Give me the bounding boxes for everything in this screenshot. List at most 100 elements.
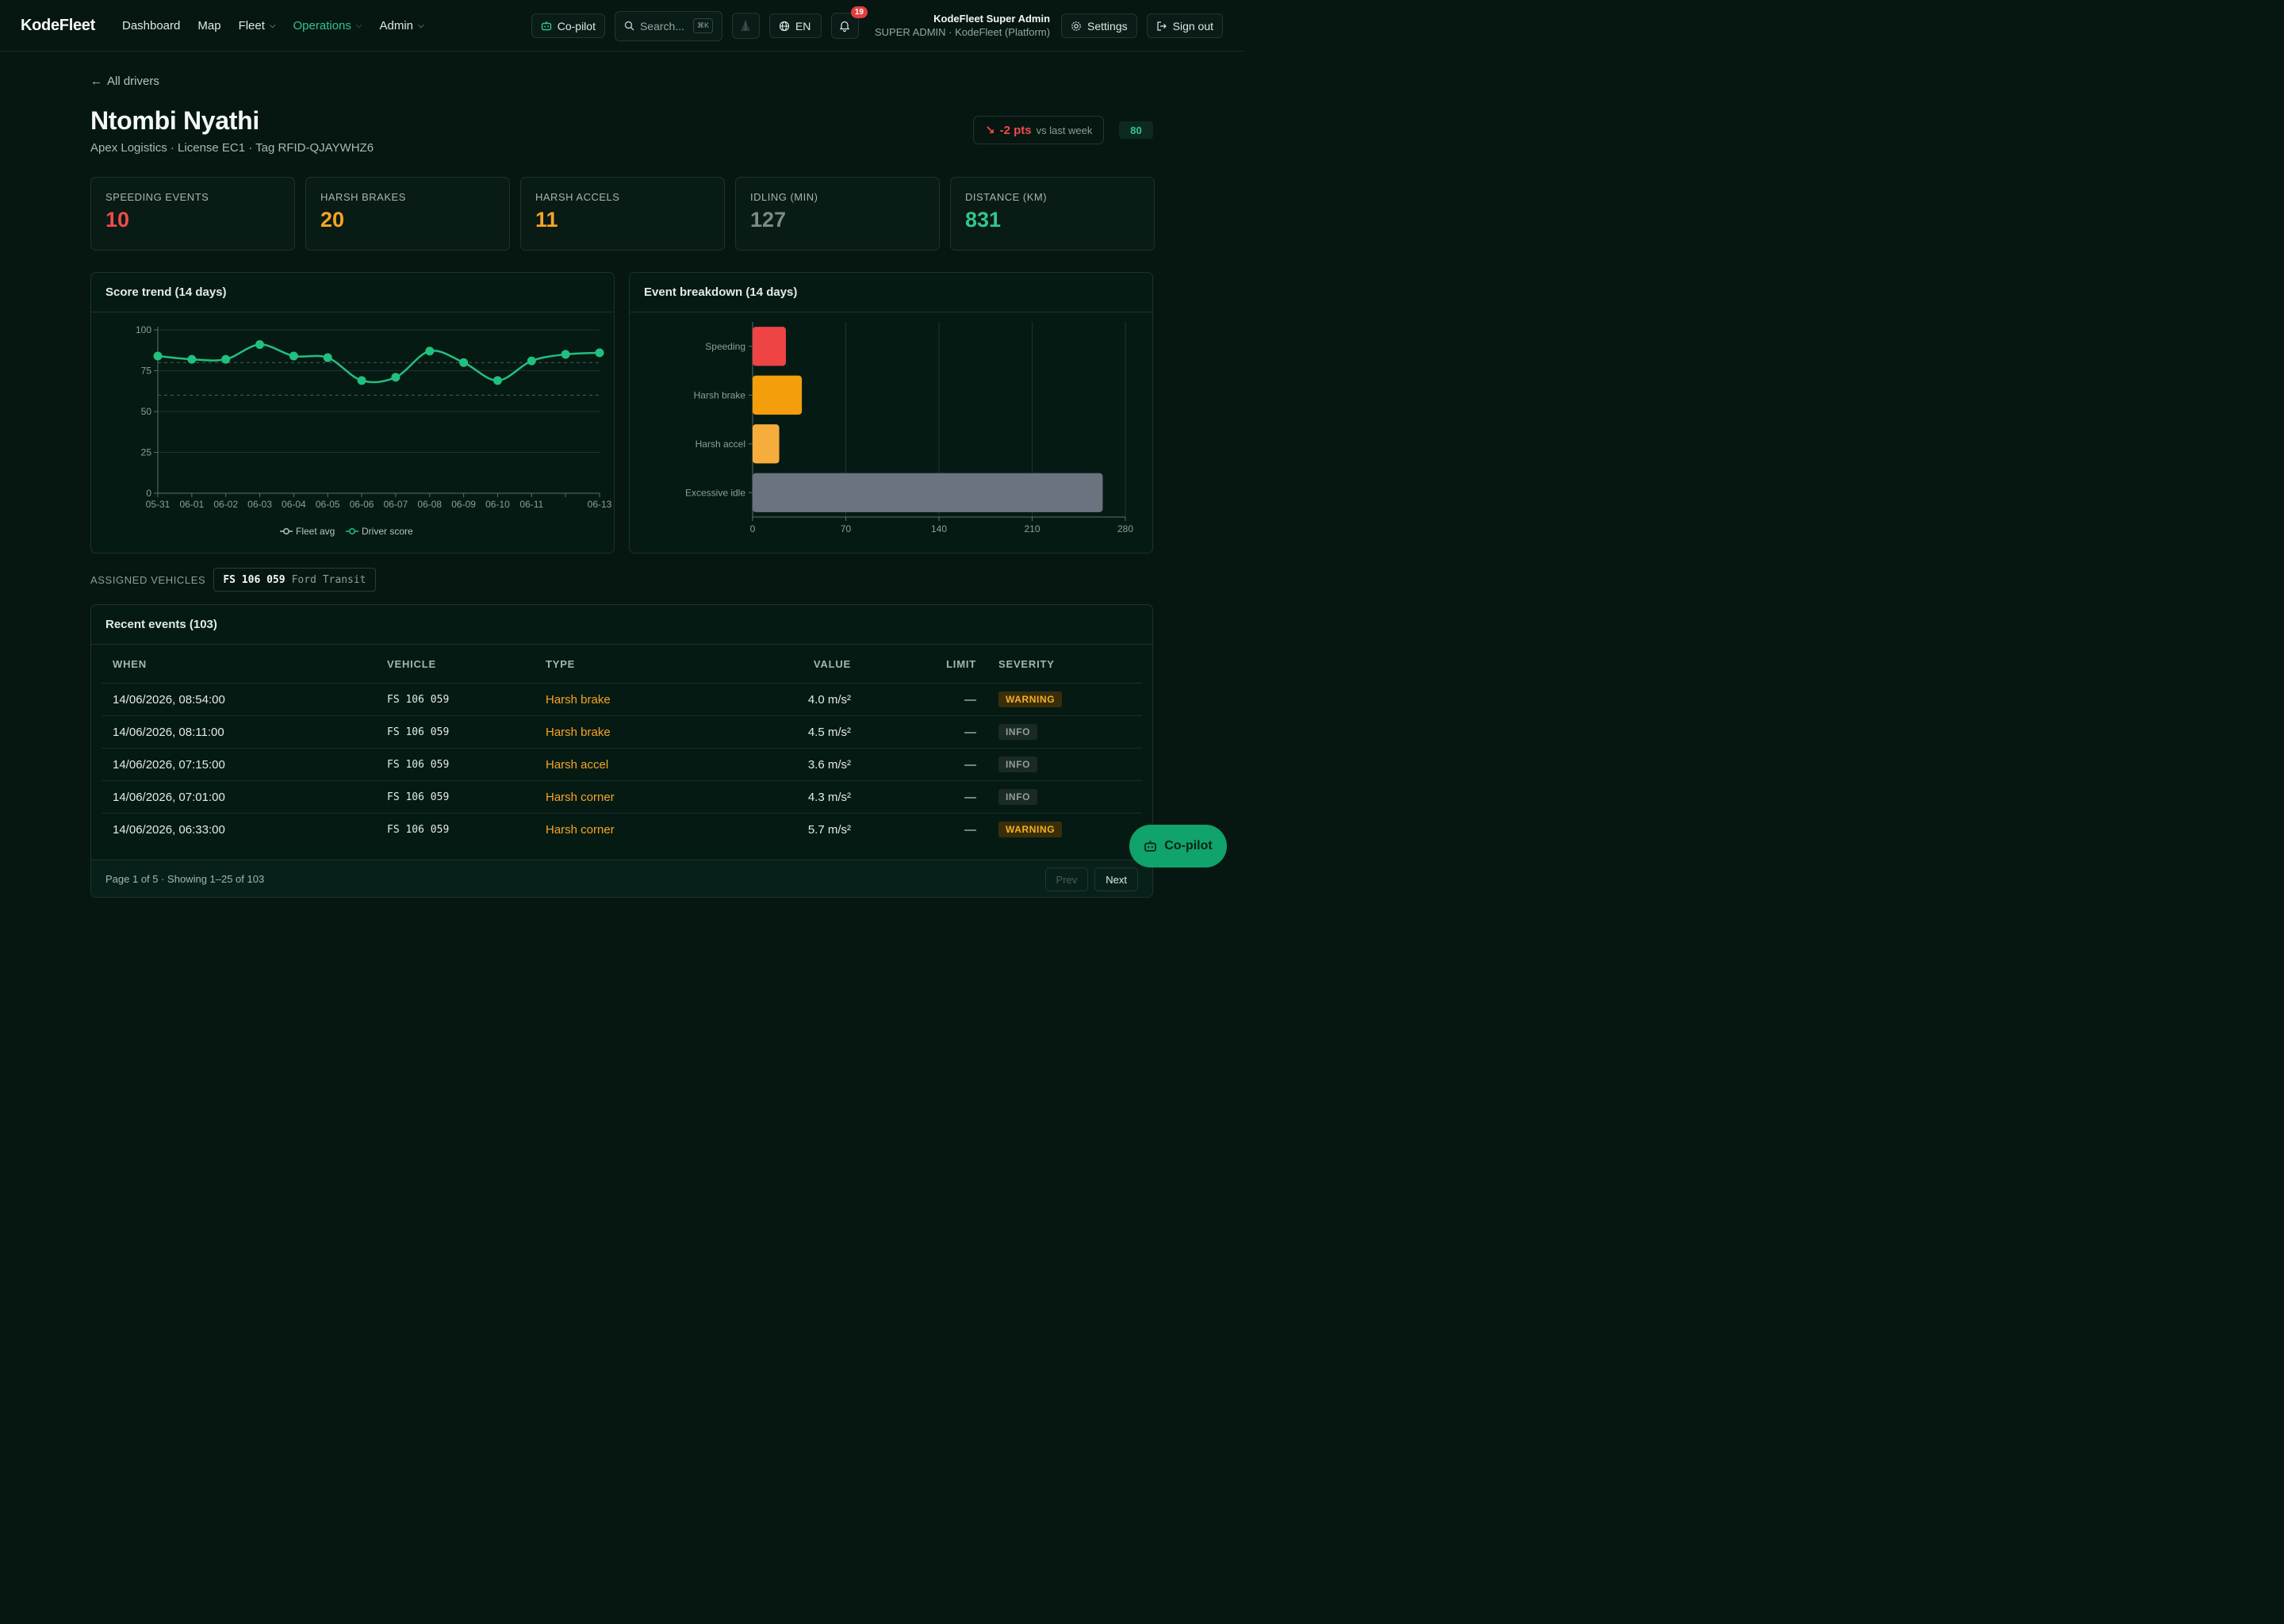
table-row[interactable]: 14/06/2026, 08:54:00 FS 106 059 Harsh br… (102, 683, 1142, 716)
x-tick-label: 06-03 (247, 499, 272, 510)
event-severity: WARNING (987, 813, 1142, 845)
y-tick-label: 75 (141, 366, 152, 377)
brand-logo[interactable]: KodeFleet (21, 16, 95, 34)
driver-score-point (425, 347, 435, 356)
notification-count-badge: 19 (850, 6, 868, 18)
driver-score-point (187, 354, 197, 364)
stat-card-harsh-accels: HARSH ACCELS 11 (520, 177, 725, 251)
notifications-button[interactable]: 19 (830, 6, 868, 39)
table-row[interactable]: 14/06/2026, 07:15:00 FS 106 059 Harsh ac… (102, 748, 1142, 781)
nav-item-map[interactable]: Map (197, 19, 220, 33)
x-tick-label: 06-13 (588, 499, 612, 510)
x-tick-label: 06-06 (350, 499, 374, 510)
vehicle-model: Ford Transit (291, 573, 366, 586)
event-vehicle: FS 106 059 (376, 780, 535, 814)
copilot-label: Co-pilot (557, 19, 596, 33)
driver-score-point (255, 340, 265, 350)
y-tick-label: Excessive idle (685, 487, 745, 498)
bell-icon (840, 21, 850, 32)
x-tick-label: 05-31 (146, 499, 171, 510)
driver-score-point (492, 376, 502, 385)
nav-item-fleet[interactable]: Fleet ⌵ (239, 19, 276, 33)
stat-card-harsh-brakes: HARSH BRAKES 20 (305, 177, 510, 251)
language-button[interactable]: EN (768, 13, 822, 38)
copilot-button[interactable]: Co-pilot (531, 13, 605, 38)
assigned-vehicles-label: ASSIGNED VEHICLES (90, 573, 206, 586)
bar-harsh-accel (753, 424, 780, 464)
column-header-type[interactable]: TYPE (546, 657, 576, 670)
copilot-fab-label: Co-pilot (1164, 839, 1213, 852)
bar-speeding (753, 327, 786, 366)
event-value: 3.6 m/s² (701, 748, 862, 781)
sign-out-button[interactable]: Sign out (1146, 13, 1223, 38)
event-when: 14/06/2026, 07:15:00 (102, 748, 376, 781)
sign-out-icon (1157, 21, 1167, 31)
event-breakdown-title: Event breakdown (14 days) (630, 273, 1152, 312)
bar-harsh-brake (753, 375, 803, 415)
event-type: Harsh accel (535, 748, 701, 781)
nav-label: Dashboard (121, 18, 181, 33)
driver-score-point (289, 351, 298, 361)
event-limit: — (862, 748, 987, 781)
trend-suffix: vs last week (1036, 124, 1093, 136)
event-when: 14/06/2026, 08:11:00 (102, 715, 376, 749)
driver-score-point (357, 376, 366, 385)
nav-item-dashboard[interactable]: Dashboard (122, 19, 180, 33)
page-title: Ntombi Nyathi (90, 106, 259, 135)
vehicle-chip[interactable]: FS 106 059 Ford Transit (213, 568, 376, 592)
column-header-value[interactable]: VALUE (813, 657, 851, 670)
assigned-vehicles: ASSIGNED VEHICLES FS 106 059 Ford Transi… (90, 568, 376, 592)
x-tick-label: 06-08 (417, 499, 442, 510)
nav-item-operations[interactable]: Operations ⌵ (293, 19, 362, 33)
driver-score-badge: 80 (1119, 121, 1153, 139)
column-header-limit[interactable]: LIMIT (946, 657, 976, 670)
event-vehicle: FS 106 059 (376, 715, 535, 749)
stat-label: DISTANCE (KM) (965, 191, 1048, 203)
score-trend-chart: 0 25 50 75 100 05-31 06-01 06-02 06-03 06-04 06-05… (136, 324, 612, 537)
search-input[interactable]: Search... ⌘K (614, 10, 722, 41)
table-row[interactable]: 14/06/2026, 06:33:00 FS 106 059 Harsh co… (102, 813, 1142, 845)
x-tick-label: 06-10 (485, 499, 510, 510)
event-type: Harsh corner (535, 780, 701, 814)
legend-driver-score-label: Driver score (362, 526, 413, 537)
stat-card-idling: IDLING (MIN) 127 (735, 177, 940, 251)
y-tick-label: Harsh brake (694, 389, 746, 400)
x-tick-label: 06-01 (179, 499, 204, 510)
legend-fleet-avg-marker (283, 528, 289, 534)
event-value: 4.3 m/s² (701, 780, 862, 814)
user-menu[interactable]: KodeFleet Super Admin SUPER ADMIN · Kode… (875, 13, 1050, 39)
settings-button[interactable]: Settings (1061, 13, 1137, 38)
stat-card-speeding: SPEEDING EVENTS 10 (90, 177, 295, 251)
event-type: Harsh corner (535, 813, 701, 845)
stat-value: 20 (320, 208, 345, 232)
copilot-fab-button[interactable]: Co-pilot (1129, 825, 1227, 868)
nav-label: Admin (379, 18, 414, 33)
driver-score-point (391, 373, 400, 382)
theme-toggle-button[interactable] (731, 13, 760, 39)
pagination-summary: Page 1 of 5 · Showing 1–25 of 103 (105, 872, 265, 885)
event-when: 14/06/2026, 08:54:00 (102, 683, 376, 716)
table-row[interactable]: 14/06/2026, 08:11:00 FS 106 059 Harsh br… (102, 715, 1142, 749)
nav-item-admin[interactable]: Admin ⌵ (379, 19, 423, 33)
back-link[interactable]: ← All drivers (90, 75, 159, 88)
robot-icon (541, 21, 551, 31)
event-value: 5.7 m/s² (701, 813, 862, 845)
column-header-when[interactable]: WHEN (113, 657, 147, 670)
prev-page-button[interactable]: Prev (1044, 868, 1089, 891)
severity-badge: INFO (998, 756, 1038, 772)
column-header-vehicle[interactable]: VEHICLE (387, 657, 436, 670)
robot-icon (1144, 841, 1157, 852)
event-limit: — (862, 780, 987, 814)
x-tick-label: 06-11 (519, 499, 543, 510)
event-limit: — (862, 813, 987, 845)
column-header-severity[interactable]: SEVERITY (998, 657, 1055, 670)
main-nav: Dashboard Map Fleet ⌵ Operations ⌵ Admin ⌵ (122, 19, 424, 33)
table-row[interactable]: 14/06/2026, 07:01:00 FS 106 059 Harsh co… (102, 780, 1142, 814)
search-icon (624, 21, 634, 31)
stat-label: IDLING (MIN) (750, 191, 818, 203)
severity-badge: INFO (998, 724, 1038, 740)
vehicle-plate: FS 106 059 (223, 573, 286, 586)
y-tick-label: 0 (146, 488, 151, 499)
next-page-button[interactable]: Next (1094, 868, 1138, 891)
event-value: 4.5 m/s² (701, 715, 862, 749)
